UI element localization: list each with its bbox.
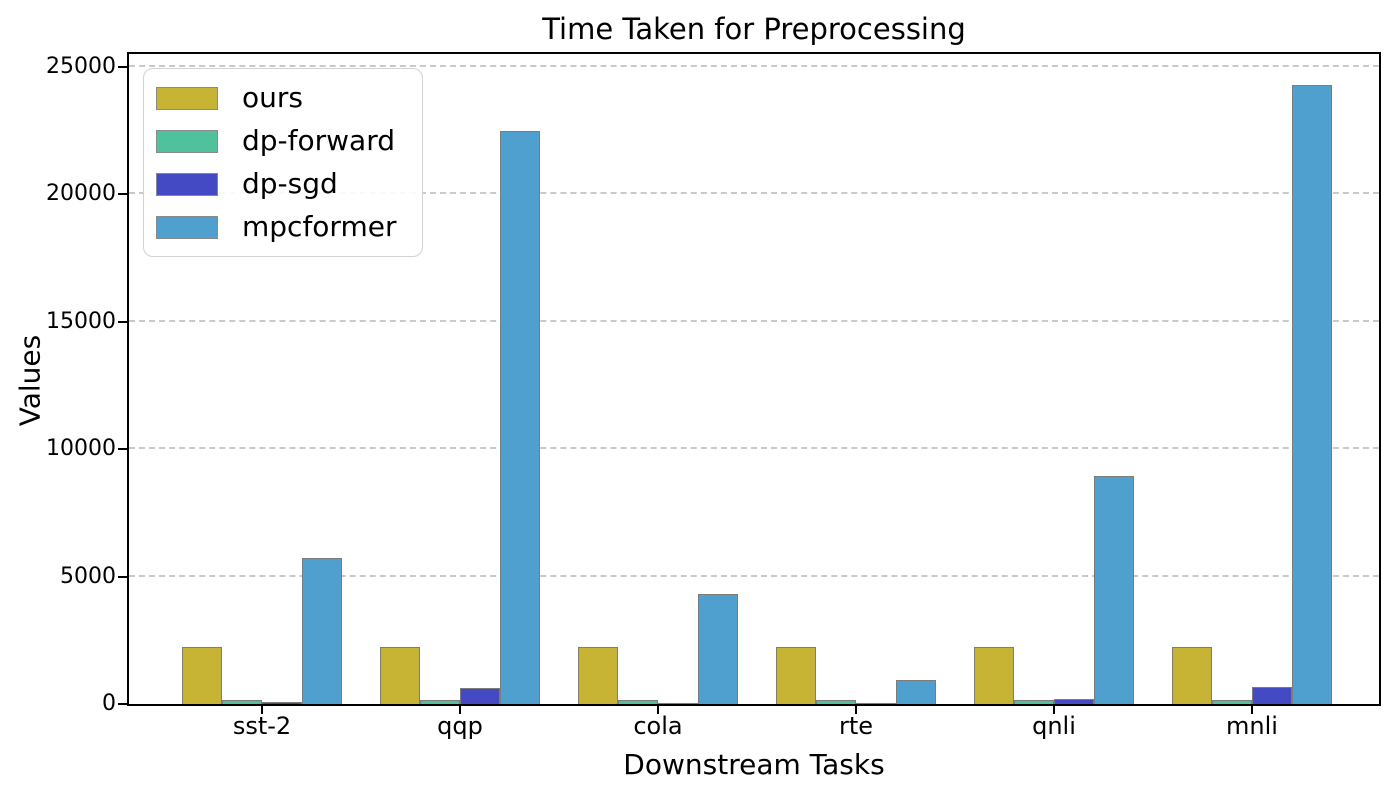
bar-ours-rte [776, 646, 816, 704]
legend-label: ours [242, 81, 303, 114]
bar-dp-sgd-cola [658, 702, 698, 704]
gridline-15000 [129, 319, 1379, 322]
ytick-label-5000: 5000 [60, 563, 116, 589]
ytick-label-20000: 20000 [46, 181, 116, 207]
legend-label: mpcformer [242, 210, 397, 243]
legend-swatch-ours [156, 86, 218, 110]
xtick-mark-sst-2 [261, 706, 263, 714]
ytick-mark-20000 [118, 193, 127, 196]
bar-dp-sgd-qqp [460, 688, 500, 704]
xtick-label-cola: cola [633, 712, 683, 740]
xtick-mark-qqp [459, 706, 461, 714]
gridline-10000 [129, 447, 1379, 450]
bar-dp-sgd-rte [856, 702, 896, 704]
ytick-mark-25000 [118, 65, 127, 68]
bar-ours-qqp [380, 646, 420, 704]
bar-mpcformer-cola [698, 593, 738, 704]
xtick-label-mnli: mnli [1226, 712, 1278, 740]
bar-group-qqp [380, 130, 540, 704]
xtick-label-qnli: qnli [1032, 712, 1076, 740]
legend: ours dp-forward dp-sgd mpcformer [143, 68, 424, 257]
bar-dp-forward-cola [618, 700, 658, 704]
bar-dp-sgd-qnli [1054, 698, 1094, 704]
plot-area: ours dp-forward dp-sgd mpcformer [127, 52, 1381, 706]
y-axis-label: Values [13, 334, 47, 427]
bar-mpcformer-sst-2 [302, 557, 342, 704]
bar-ours-sst-2 [182, 646, 222, 704]
bar-ours-cola [578, 646, 618, 704]
legend-swatch-dp-forward [156, 129, 218, 153]
legend-label: dp-forward [242, 124, 396, 157]
bar-dp-forward-sst-2 [222, 700, 262, 704]
ytick-label-10000: 10000 [46, 436, 116, 462]
ytick-label-0: 0 [102, 691, 116, 716]
bar-mpcformer-qnli [1094, 476, 1134, 704]
bar-group-rte [776, 646, 936, 704]
ytick-mark-0 [118, 703, 127, 705]
x-axis-label: Downstream Tasks [623, 748, 885, 781]
bar-group-qnli [974, 476, 1134, 704]
xtick-mark-cola [657, 706, 659, 714]
bar-dp-forward-mnli [1212, 700, 1252, 704]
gridline-25000 [129, 64, 1379, 67]
ytick-label-15000: 15000 [46, 308, 116, 334]
plot-inner: ours dp-forward dp-sgd mpcformer [129, 54, 1379, 704]
xtick-mark-rte [855, 706, 857, 714]
bar-mpcformer-rte [896, 679, 936, 704]
bar-group-sst-2 [182, 557, 342, 704]
bar-mpcformer-qqp [500, 130, 540, 704]
ytick-label-25000: 25000 [46, 53, 116, 79]
ytick-mark-10000 [118, 448, 127, 451]
bar-dp-forward-qqp [420, 700, 460, 704]
legend-item-ours: ours [156, 81, 396, 115]
bar-group-mnli [1172, 84, 1332, 704]
gridline-5000 [129, 574, 1379, 577]
xtick-label-sst-2: sst-2 [232, 712, 292, 740]
legend-item-dp-forward: dp-forward [156, 124, 396, 158]
bar-ours-mnli [1172, 646, 1212, 704]
legend-item-mpcformer: mpcformer [156, 210, 396, 244]
bar-ours-qnli [974, 646, 1014, 704]
legend-item-dp-sgd: dp-sgd [156, 167, 396, 201]
ytick-mark-5000 [118, 575, 127, 578]
bar-dp-sgd-mnli [1252, 687, 1292, 704]
legend-label: dp-sgd [242, 167, 338, 200]
bar-dp-forward-rte [816, 700, 856, 704]
legend-swatch-dp-sgd [156, 172, 218, 196]
chart-title: Time Taken for Preprocessing [542, 12, 966, 46]
xtick-label-qqp: qqp [437, 712, 483, 740]
legend-swatch-mpcformer [156, 215, 218, 239]
bar-group-cola [578, 593, 738, 704]
bar-dp-forward-qnli [1014, 700, 1054, 704]
bar-mpcformer-mnli [1292, 84, 1332, 704]
xtick-mark-qnli [1053, 706, 1055, 714]
bar-dp-sgd-sst-2 [262, 701, 302, 704]
xtick-mark-mnli [1251, 706, 1253, 714]
ytick-mark-15000 [118, 320, 127, 323]
gridline-20000 [129, 192, 1379, 195]
xtick-label-rte: rte [838, 712, 874, 740]
